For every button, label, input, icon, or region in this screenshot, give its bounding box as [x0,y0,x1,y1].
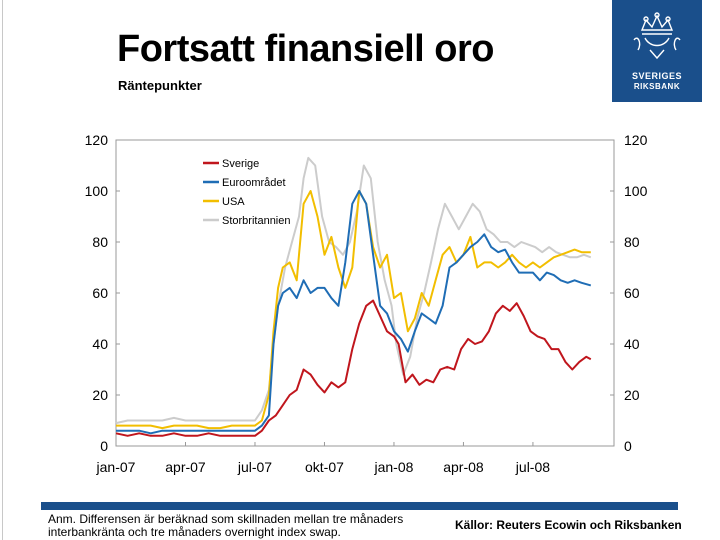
footer-note: Anm. Differensen är beräknad som skillna… [48,512,404,539]
y-tick-label-right: 120 [624,132,648,148]
y-tick-label-right: 80 [624,234,640,250]
x-tick-label: apr-07 [165,459,206,475]
x-tick-label: jan-07 [96,459,136,475]
riksbank-logo: SVERIGES RIKSBANK [612,0,702,102]
y-tick-label-left: 60 [92,285,108,301]
y-tick-label-right: 0 [624,438,632,454]
series-line-storbritannien [115,156,592,425]
y-tick-label-left: 20 [92,387,108,403]
x-tick-label: jul-08 [515,459,550,475]
footer-bar [41,502,678,510]
series-line-sverige [115,299,592,437]
x-tick-label: jan-08 [373,459,413,475]
legend-label-euroområdet: Euroområdet [222,177,286,189]
legend-label-sverige: Sverige [222,158,259,170]
y-tick-label-right: 20 [624,387,640,403]
chart-unit-label: Räntepunkter [118,78,202,93]
left-margin-rule [2,0,3,540]
logo-line-2: RIKSBANK [633,82,681,91]
series-line-usa [116,190,591,430]
series-line-euroområdet [116,190,592,435]
x-tick-label: okt-07 [305,459,344,475]
x-tick-label: jul-07 [237,459,272,475]
y-tick-label-right: 100 [624,183,648,199]
legend-label-usa: USA [222,196,245,208]
crown-emblem-icon [633,12,681,60]
footer-sources: Källor: Reuters Ecowin och Riksbanken [455,518,682,532]
plot-frame [115,139,615,447]
y-tick-label-left: 40 [92,336,108,352]
legend-label-storbritannien: Storbritannien [222,215,291,227]
y-tick-label-left: 80 [92,234,108,250]
y-tick-label-left: 0 [100,438,108,454]
page-title: Fortsatt finansiell oro [117,28,494,70]
y-tick-label-left: 120 [85,132,109,148]
y-tick-label-right: 40 [624,336,640,352]
y-tick-label-right: 60 [624,285,640,301]
y-tick-label-left: 100 [85,183,109,199]
x-tick-label: apr-08 [443,459,484,475]
logo-line-1: SVERIGES [631,71,682,81]
